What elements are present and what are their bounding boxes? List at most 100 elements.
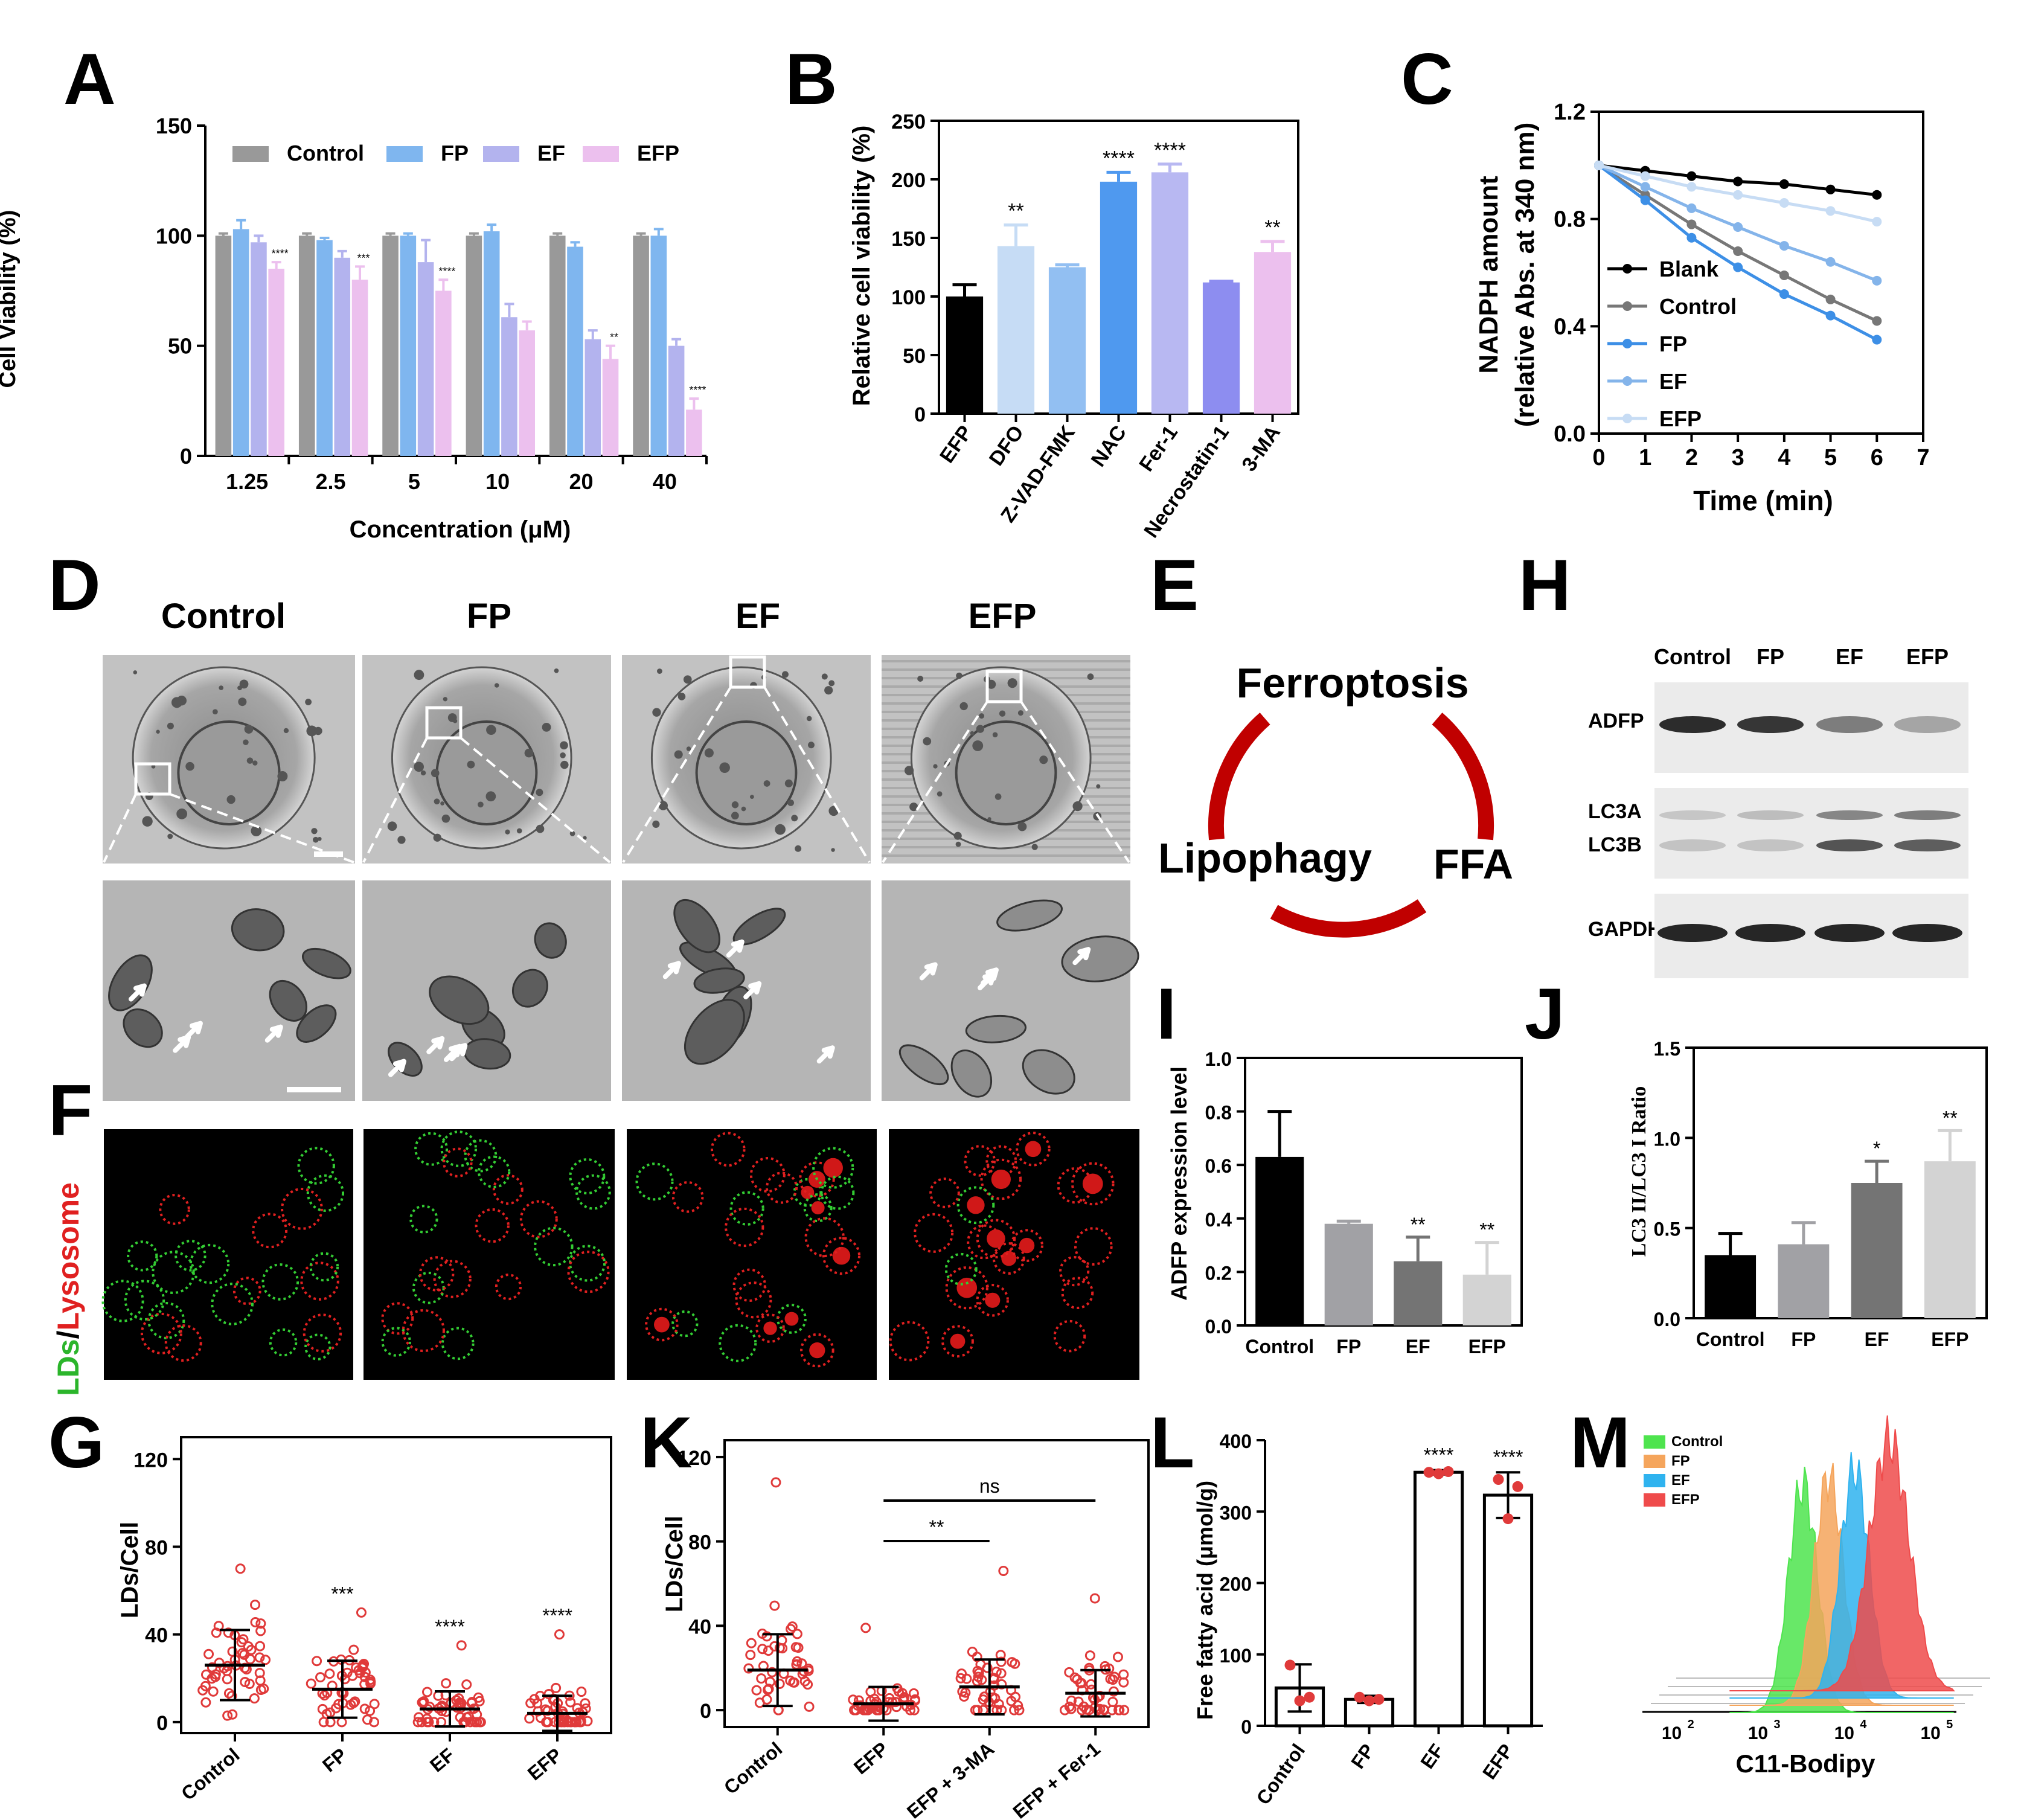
chart-k-point (1084, 1662, 1095, 1673)
panel-d: D Control FP EF EFP (48, 545, 1139, 1101)
chart-g-point (359, 1703, 370, 1714)
chart-g-point (237, 1648, 248, 1659)
chart-c-y-tick-label: 1.2 (1554, 100, 1586, 125)
chart-k-point (990, 1693, 1001, 1703)
tem-granule (478, 801, 484, 808)
chart-i-bar (1462, 1274, 1511, 1325)
chart-k-point (757, 1644, 768, 1655)
tem-mitochondrion (1022, 1049, 1075, 1095)
tem-zoom-line (103, 793, 137, 863)
lysosome-spot (832, 1246, 851, 1265)
panel-letter-j: J (1525, 973, 1565, 1054)
chart-a-bar (466, 236, 482, 456)
confocal-cell (127, 1240, 158, 1272)
chart-k-point (996, 1679, 1007, 1690)
tem-scale-bar (314, 851, 343, 857)
blot-band-lc3b (1659, 839, 1726, 851)
tem-mitochondrion (123, 1008, 163, 1048)
chart-b-significance: ** (1264, 216, 1280, 239)
chart-j-x-tick-label: FP (1791, 1328, 1816, 1350)
chart-a-ylabel: Cell Viability (%) (0, 210, 21, 388)
chart-c-point (1779, 179, 1789, 189)
chart-c-point (1733, 176, 1743, 187)
tem-granule (569, 831, 575, 836)
chart-b-y-tick-label: 150 (891, 228, 926, 251)
chart-c-point (1686, 203, 1697, 213)
confocal-cell (803, 1193, 833, 1223)
chart-k-y-tick-label: 0 (700, 1700, 711, 1723)
lysosome-spot (1019, 1237, 1035, 1254)
chart-g-y-tick-label: 40 (145, 1624, 168, 1647)
chart-a-xlabel: Concentration (μM) (350, 516, 571, 543)
tem-zoom-box (425, 706, 463, 740)
chart-k-point (1098, 1704, 1109, 1715)
chart-b-bar (946, 296, 984, 414)
blot-col-ef: EF (1836, 644, 1863, 669)
chart-l-point (1433, 1468, 1444, 1479)
chart-c-legend-marker (1622, 414, 1632, 423)
tem-granule (219, 685, 224, 690)
chart-k-point (1077, 1705, 1087, 1716)
tem-mitochondrion (269, 980, 307, 1022)
chart-j-y-tick-label: 0.5 (1654, 1219, 1680, 1240)
blot-band-adfp (1659, 716, 1726, 733)
chart-i-frame (1244, 1057, 1523, 1327)
chart-c-point (1825, 294, 1836, 304)
tem-granule (185, 761, 194, 771)
blot-col-efp: EFP (1906, 644, 1949, 669)
chart-a-significance: **** (689, 384, 706, 396)
chart-g-significance: **** (435, 1616, 465, 1638)
chart-j-y-tick-label: 1.5 (1654, 1038, 1680, 1060)
chart-m-x-tick-label: 10 (1662, 1723, 1682, 1743)
chart-k-point (996, 1668, 1007, 1679)
chart-a-bar (251, 242, 267, 456)
chart-g-point (260, 1655, 271, 1665)
tem-granule (933, 764, 938, 769)
chart-c-ylabel-line2: (relative Abs. at 340 nm) (1510, 123, 1540, 428)
tem-mitochondrion (950, 1049, 993, 1098)
confocal-cell (152, 1251, 195, 1294)
chart-k-point (769, 1600, 780, 1611)
chart-k-point (1066, 1695, 1077, 1706)
tem-mitochondrion (296, 1004, 337, 1043)
tem-granule (311, 828, 318, 835)
confocal-cell (303, 1313, 342, 1353)
chart-m-x-tick-exponent: 2 (1688, 1718, 1694, 1731)
confocal-cell (175, 1240, 207, 1272)
confocal-cell (729, 1191, 764, 1226)
tem-granule (704, 748, 714, 758)
tem-granule (741, 806, 746, 812)
panel-d-col-fp: FP (467, 597, 511, 636)
chart-a-bar (382, 236, 399, 456)
tem-granule (486, 725, 496, 735)
chart-m-x-tick-label: 10 (1834, 1723, 1854, 1743)
tem-granule (583, 836, 587, 840)
chart-k-point (1119, 1705, 1130, 1716)
tem-granule (431, 769, 440, 778)
chart-b-ylabel: Relative cell viability (%) (848, 126, 875, 406)
tem-mitochondrion (684, 999, 745, 1065)
chart-g-point (255, 1641, 266, 1652)
chart-b-bar (1048, 267, 1086, 414)
tem-arrow (919, 962, 938, 981)
chart-i-bar (1255, 1156, 1304, 1325)
chart-b-significance: **** (1154, 139, 1186, 162)
chart-k-point (956, 1668, 967, 1679)
blot-col-fp: FP (1757, 644, 1784, 669)
confocal-cell (252, 1213, 288, 1249)
tem-arrow (726, 939, 745, 958)
chart-b-bar (1151, 172, 1189, 414)
tem-granule (560, 741, 568, 750)
chart-k-point (998, 1566, 1009, 1577)
tem-image-grid (103, 655, 1139, 1101)
panel-m: M 10 2 10 3 10 4 10 5 Control FP EF EFP C11-Bodipy (1570, 1402, 1990, 1778)
lysosome-spot (809, 1342, 825, 1359)
chart-g-point (318, 1717, 329, 1728)
chart-m-legend-swatch (1644, 1455, 1665, 1468)
ylabel-lysosome: Lysosome (51, 1182, 85, 1330)
chart-a-bar (567, 246, 583, 456)
chart-b-x-tick-label: DFO (985, 421, 1028, 470)
tem-granule (808, 742, 815, 749)
confocal-cell (475, 1208, 510, 1243)
